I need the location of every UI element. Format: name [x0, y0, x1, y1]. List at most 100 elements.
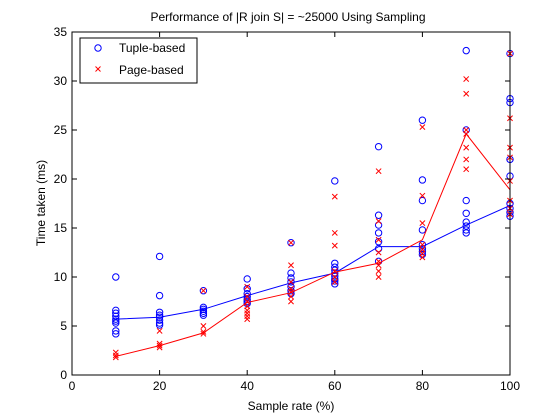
- data-point-page-based: [288, 262, 294, 269]
- data-point-tuple-based: [155, 313, 164, 321]
- data-point-tuple-based: [112, 327, 120, 335]
- data-point-tuple-based: [155, 291, 164, 300]
- data-point-tuple-based: [155, 319, 164, 327]
- data-point-page-based: [331, 278, 338, 285]
- chart-title: Performance of |R join S| = ~25000 Using…: [150, 10, 425, 24]
- y-tick-label: 0: [60, 368, 67, 382]
- data-point-tuple-based: [199, 305, 208, 314]
- axes-frame: [71, 31, 511, 376]
- data-point-page-based: [288, 298, 294, 305]
- y-tick-label: 10: [54, 270, 68, 284]
- y-tick-label: 30: [54, 74, 68, 88]
- data-point-tuple-based: [112, 306, 120, 315]
- data-point-tuple-based: [112, 315, 120, 323]
- legend-marker-tuple-based: [94, 44, 102, 52]
- data-point-tuple-based: [374, 221, 383, 229]
- data-point-tuple-based: [331, 177, 339, 185]
- data-point-page-based: [244, 298, 251, 305]
- data-point-tuple-based: [462, 226, 470, 234]
- x-axis-label: Sample rate (%): [248, 399, 335, 413]
- data-point-page-based: [375, 218, 382, 225]
- legend-label-tuple-based: Tuple-based: [119, 41, 185, 55]
- data-point-page-based: [331, 229, 338, 236]
- series-line-page-based: [115, 132, 511, 357]
- data-point-page-based: [375, 249, 382, 256]
- data-point-page-based: [244, 316, 251, 323]
- data-point-tuple-based: [418, 247, 427, 256]
- data-point-tuple-based: [374, 211, 383, 219]
- data-point-page-based: [419, 192, 426, 199]
- y-tick-label: 15: [54, 221, 68, 235]
- data-point-page-based: [156, 342, 163, 349]
- data-point-tuple-based: [155, 316, 164, 324]
- data-point-page-based: [375, 168, 382, 175]
- data-point-page-based: [419, 241, 426, 248]
- series-tuple-based: [112, 46, 514, 338]
- data-point-page-based: [331, 274, 338, 280]
- data-point-tuple-based: [199, 307, 208, 315]
- data-point-tuple-based: [199, 311, 208, 319]
- data-point-tuple-based: [243, 285, 251, 293]
- y-tick-label: 25: [54, 123, 68, 137]
- data-point-page-based: [463, 144, 470, 151]
- y-tick-label: 35: [54, 25, 68, 39]
- data-point-page-based: [331, 242, 338, 249]
- data-point-page-based: [419, 124, 426, 131]
- data-point-tuple-based: [331, 277, 339, 285]
- data-point-tuple-based: [112, 309, 120, 317]
- data-point-page-based: [112, 352, 119, 359]
- data-point-page-based: [331, 268, 338, 275]
- data-point-tuple-based: [155, 311, 164, 319]
- data-point-tuple-based: [287, 278, 295, 286]
- data-point-tuple-based: [287, 269, 295, 277]
- axes-layer: 0 20 40 60 80 100 0 5 10 15 20 25 30 35: [54, 25, 521, 393]
- data-point-tuple-based: [287, 274, 295, 282]
- data-point-page-based: [112, 354, 119, 361]
- data-point-tuple-based: [462, 46, 470, 55]
- data-point-page-based: [288, 293, 294, 300]
- data-point-page-based: [463, 76, 470, 82]
- data-point-tuple-based: [462, 218, 470, 226]
- data-point-tuple-based: [331, 272, 339, 280]
- data-point-page-based: [200, 287, 207, 294]
- data-point-tuple-based: [331, 280, 339, 288]
- data-point-tuple-based: [418, 196, 427, 205]
- data-point-tuple-based: [462, 209, 470, 218]
- x-tick-label: 80: [416, 379, 430, 393]
- data-point-page-based: [331, 193, 338, 200]
- data-point-tuple-based: [462, 229, 470, 237]
- data-point-page-based: [288, 278, 294, 285]
- data-point-page-based: [375, 262, 382, 269]
- data-point-tuple-based: [418, 176, 427, 184]
- series-layer: [112, 46, 514, 361]
- data-point-tuple-based: [112, 319, 120, 327]
- x-tick-label: 100: [500, 379, 520, 393]
- data-point-page-based: [200, 330, 207, 337]
- data-point-tuple-based: [418, 116, 427, 124]
- data-point-page-based: [200, 323, 207, 329]
- legend-label-page-based: Page-based: [119, 63, 184, 77]
- data-point-tuple-based: [112, 317, 120, 325]
- data-point-tuple-based: [418, 244, 427, 253]
- data-point-page-based: [156, 327, 163, 334]
- data-point-tuple-based: [418, 226, 427, 234]
- y-tick-label: 20: [54, 172, 68, 186]
- data-point-tuple-based: [374, 229, 383, 237]
- data-point-tuple-based: [112, 273, 120, 281]
- data-point-tuple-based: [374, 244, 383, 253]
- data-point-tuple-based: [112, 330, 120, 338]
- data-point-page-based: [463, 130, 470, 137]
- data-point-page-based: [200, 328, 207, 335]
- data-point-tuple-based: [199, 287, 208, 295]
- data-point-page-based: [244, 283, 251, 290]
- data-point-tuple-based: [155, 252, 164, 261]
- data-point-tuple-based: [374, 142, 383, 151]
- y-axis-label: Time taken (ms): [34, 160, 48, 246]
- data-point-page-based: [463, 156, 470, 163]
- data-point-tuple-based: [155, 308, 164, 316]
- data-point-tuple-based: [331, 263, 339, 271]
- x-tick-label: 40: [241, 379, 255, 393]
- x-tick-label: 20: [153, 379, 167, 393]
- series-line-tuple-based: [115, 205, 511, 320]
